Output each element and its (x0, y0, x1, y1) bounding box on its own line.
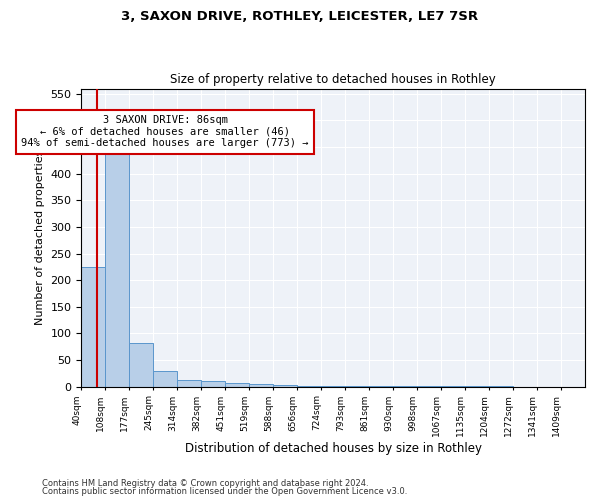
Title: Size of property relative to detached houses in Rothley: Size of property relative to detached ho… (170, 73, 496, 86)
Bar (129, 343, 153, 386)
Bar (177, 380, 201, 386)
Text: Contains public sector information licensed under the Open Government Licence v3: Contains public sector information licen… (42, 487, 407, 496)
Text: 3, SAXON DRIVE, ROTHLEY, LEICESTER, LE7 7SR: 3, SAXON DRIVE, ROTHLEY, LEICESTER, LE7 … (121, 10, 479, 23)
X-axis label: Distribution of detached houses by size in Rothley: Distribution of detached houses by size … (185, 442, 482, 455)
Bar (201, 382, 225, 386)
Bar (153, 370, 177, 386)
Bar (225, 383, 249, 386)
Bar (81, 267, 105, 386)
Bar (273, 385, 297, 386)
Bar (105, 144, 129, 386)
Text: 3 SAXON DRIVE: 86sqm
← 6% of detached houses are smaller (46)
94% of semi-detach: 3 SAXON DRIVE: 86sqm ← 6% of detached ho… (22, 115, 309, 148)
Text: Contains HM Land Registry data © Crown copyright and database right 2024.: Contains HM Land Registry data © Crown c… (42, 478, 368, 488)
Bar (249, 384, 273, 386)
Y-axis label: Number of detached properties: Number of detached properties (35, 150, 45, 326)
